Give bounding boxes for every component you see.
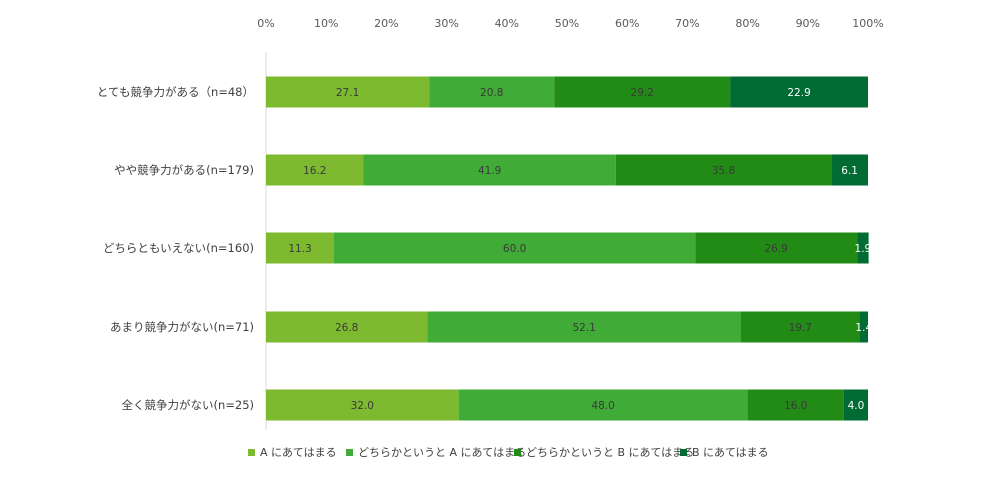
data-label: 27.1 <box>336 87 359 99</box>
x-tick-label: 40% <box>495 17 519 30</box>
bar-segment <box>363 154 616 186</box>
category-label: 全く競争力がない(n=25) <box>121 398 254 412</box>
legend-swatch <box>346 449 353 456</box>
category-label: あまり競争力がない(n=71) <box>110 320 254 334</box>
x-tick-label: 60% <box>615 17 639 30</box>
data-label: 6.1 <box>841 165 858 177</box>
data-label: 4.0 <box>848 400 865 412</box>
x-tick-label: 20% <box>374 17 398 30</box>
data-label: 22.9 <box>787 87 810 99</box>
bar-segment <box>266 154 364 186</box>
data-label: 1.9 <box>855 243 872 255</box>
legend-label: A にあてはまる <box>260 446 337 459</box>
bar-segment <box>334 232 696 264</box>
data-label: 26.8 <box>335 322 358 334</box>
bar-segment <box>427 311 741 343</box>
x-tick-label: 100% <box>852 17 883 30</box>
bar-segment <box>747 389 844 421</box>
bar-segment <box>831 154 868 186</box>
legend-label: B にあてはまる <box>692 446 769 459</box>
category-label: とても競争力がある（n=48） <box>97 85 254 99</box>
bar-segment <box>857 232 869 264</box>
legend-swatch <box>680 449 687 456</box>
category-label: やや競争力がある(n=179) <box>114 163 254 177</box>
data-label: 35.8 <box>712 165 735 177</box>
data-label: 20.8 <box>480 87 503 99</box>
legend-swatch <box>514 449 521 456</box>
bar-segment <box>429 76 555 108</box>
x-tick-label: 0% <box>257 17 274 30</box>
data-label: 1.4 <box>855 322 872 334</box>
x-tick-label: 10% <box>314 17 338 30</box>
data-label: 32.0 <box>351 400 374 412</box>
legend-label: どちらかというと A にあてはまる <box>358 446 526 459</box>
data-label: 16.0 <box>784 400 807 412</box>
x-tick-label: 70% <box>675 17 699 30</box>
data-label: 29.2 <box>631 87 654 99</box>
bar-segment <box>266 311 428 343</box>
data-label: 60.0 <box>503 243 526 255</box>
legend-swatch <box>248 449 255 456</box>
bar-segment <box>843 389 868 421</box>
bar-segment <box>266 76 430 108</box>
bar-segment <box>859 311 868 343</box>
category-label: どちらともいえない(n=160) <box>103 241 254 255</box>
legend-label: どちらかというと B にあてはまる <box>526 446 694 459</box>
data-label: 48.0 <box>591 400 614 412</box>
data-label: 41.9 <box>478 165 501 177</box>
data-label: 19.7 <box>789 322 812 334</box>
data-label: 11.3 <box>288 243 311 255</box>
x-tick-label: 90% <box>796 17 820 30</box>
bar-segment <box>266 389 459 421</box>
x-tick-label: 50% <box>555 17 579 30</box>
bar-segment <box>695 232 858 264</box>
x-tick-label: 30% <box>434 17 458 30</box>
x-tick-label: 80% <box>735 17 759 30</box>
data-label: 26.9 <box>764 243 787 255</box>
bar-segment <box>266 232 335 264</box>
bar-segment <box>615 154 832 186</box>
bar-segment <box>730 76 868 108</box>
data-label: 52.1 <box>572 322 595 334</box>
bar-segment <box>458 389 748 421</box>
data-label: 16.2 <box>303 165 326 177</box>
bar-segment <box>740 311 860 343</box>
bar-segment <box>554 76 731 108</box>
